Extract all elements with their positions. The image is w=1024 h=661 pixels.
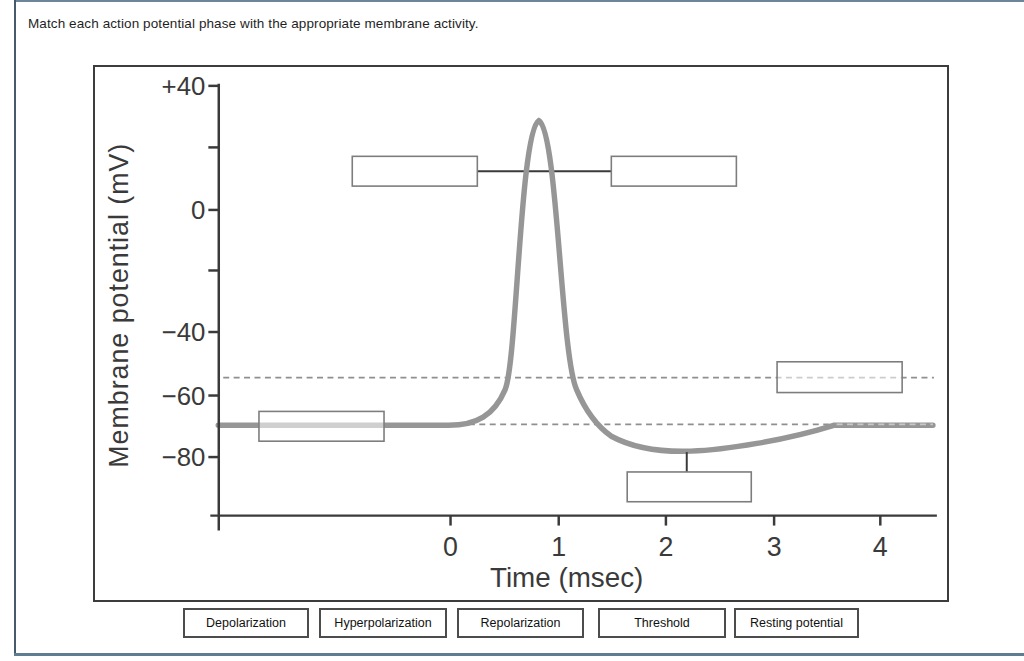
drop-target-resting-baseline[interactable]: [259, 411, 384, 441]
window-frame-left: [14, 0, 16, 656]
y-label-minus40: −40: [162, 318, 206, 346]
answer-chip-hyperpolarization[interactable]: Hyperpolarization: [319, 608, 447, 638]
matching-question-screen: Match each action potential phase with t…: [0, 0, 1024, 661]
x-label-0: 0: [443, 532, 458, 562]
answer-chip-repolarization[interactable]: Repolarization: [457, 608, 584, 638]
x-axis-title: Time (msec): [490, 562, 643, 593]
x-label-2: 2: [658, 532, 673, 562]
y-axis-title: Membrane potential (mV): [104, 143, 134, 468]
drop-target-undershoot[interactable]: [627, 472, 751, 502]
window-frame-bottom: [14, 653, 1024, 656]
action-potential-figure: +40 0 −40 −60 −80 0 1 2 3 4 Time (msec) …: [93, 65, 949, 602]
y-label-plus40: +40: [162, 72, 206, 100]
answer-chip-resting-potential[interactable]: Resting potential: [734, 608, 859, 638]
y-label-minus80: −80: [162, 443, 206, 471]
action-potential-chart: +40 0 −40 −60 −80 0 1 2 3 4 Time (msec) …: [95, 67, 947, 600]
answer-chip-depolarization[interactable]: Depolarization: [183, 608, 309, 638]
answer-chip-threshold[interactable]: Threshold: [598, 608, 726, 638]
membrane-potential-curve: [218, 121, 933, 452]
drop-target-rising-phase[interactable]: [352, 156, 477, 186]
x-label-3: 3: [767, 532, 782, 562]
drop-target-threshold[interactable]: [777, 362, 902, 393]
y-label-zero: 0: [191, 196, 205, 224]
x-label-4: 4: [873, 532, 888, 562]
question-instruction: Match each action potential phase with t…: [28, 16, 928, 31]
x-label-1: 1: [551, 532, 566, 562]
drop-target-falling-phase[interactable]: [611, 156, 736, 186]
y-label-minus60: −60: [162, 382, 206, 410]
window-frame-top: [14, 0, 1024, 2]
